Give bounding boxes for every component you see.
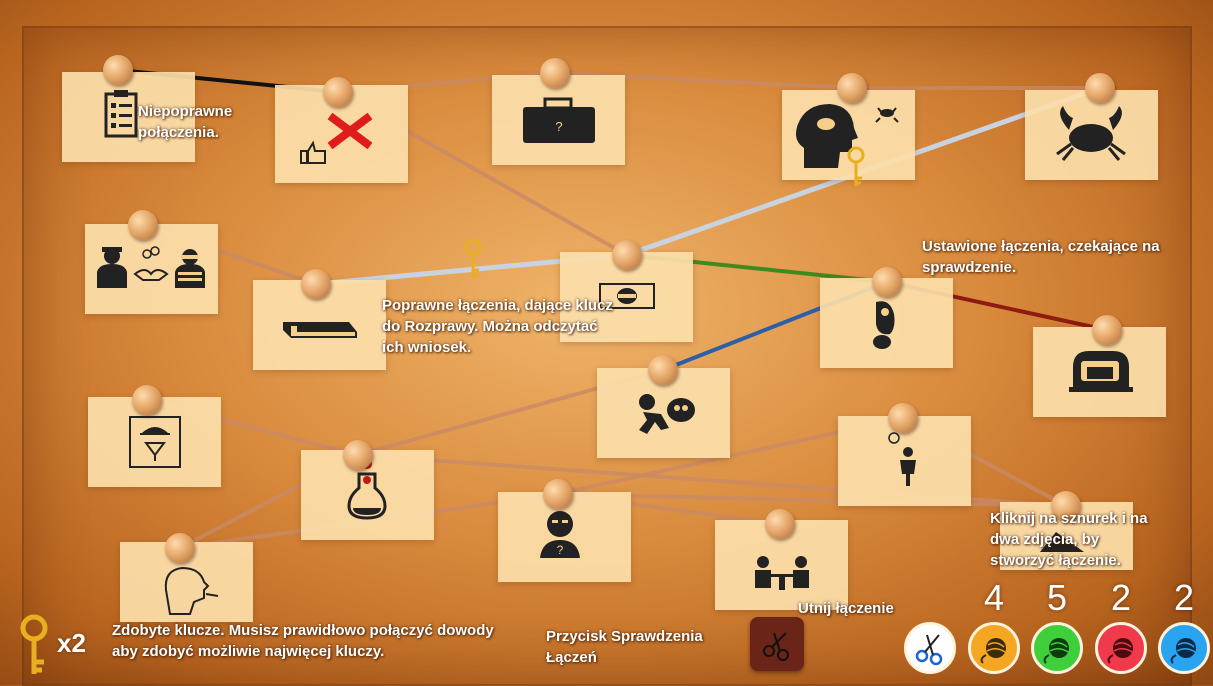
pin bbox=[1092, 315, 1122, 345]
checklist-icon bbox=[104, 90, 138, 138]
green-yarn-count: 5 bbox=[1046, 577, 1068, 618]
pin bbox=[543, 479, 573, 509]
hidden-icon bbox=[1040, 532, 1084, 552]
wrong-connections-note: Niepoprawne połączenia. bbox=[138, 103, 233, 141]
yarn-ball-icon bbox=[1043, 638, 1069, 664]
key-icon bbox=[847, 146, 865, 186]
svg-text:?: ? bbox=[557, 543, 564, 557]
card-briefcase[interactable]: ? bbox=[492, 75, 625, 165]
click-instructions-note: Kliknij na sznurek i na dwa zdjęcia, by … bbox=[990, 510, 1148, 569]
pin bbox=[1085, 73, 1115, 103]
orange-yarn-count: 4 bbox=[983, 577, 1005, 618]
running-thief-icon bbox=[639, 394, 695, 434]
pin bbox=[765, 509, 795, 539]
briefcase-icon: ? bbox=[523, 97, 595, 143]
pin bbox=[837, 73, 867, 103]
crab-icon bbox=[1056, 106, 1126, 161]
svg-text:?: ? bbox=[555, 119, 562, 134]
child-icon bbox=[888, 432, 916, 486]
pin bbox=[888, 403, 918, 433]
string-line[interactable] bbox=[557, 492, 1067, 508]
thumbs-up-icon bbox=[300, 140, 326, 164]
pin bbox=[612, 240, 642, 270]
head-crab-icon bbox=[796, 104, 899, 168]
blue-yarn-button[interactable] bbox=[1158, 622, 1210, 674]
masked-face-icon bbox=[599, 283, 655, 309]
card-book[interactable] bbox=[253, 280, 386, 370]
book-icon bbox=[283, 322, 357, 338]
red-yarn-button[interactable] bbox=[1095, 622, 1147, 674]
green-yarn-button[interactable] bbox=[1031, 622, 1083, 674]
pin bbox=[132, 385, 162, 415]
pin bbox=[648, 355, 678, 385]
pin bbox=[343, 440, 373, 470]
yarn-ball-icon bbox=[1107, 638, 1133, 664]
pin bbox=[165, 533, 195, 563]
keys-note: Zdobyte klucze. Musisz prawidłowo połącz… bbox=[112, 622, 494, 660]
handshake-icon bbox=[97, 246, 205, 288]
dining-icon bbox=[755, 556, 809, 590]
pin bbox=[1051, 491, 1081, 521]
card-checklist[interactable] bbox=[62, 72, 195, 162]
wrong-cross-icon bbox=[327, 112, 373, 150]
footprint-icon bbox=[873, 301, 895, 349]
suspect-icon: ? bbox=[540, 511, 580, 558]
scissors-icon bbox=[763, 632, 789, 661]
menu-icon bbox=[129, 416, 181, 468]
cut-tool-button[interactable] bbox=[904, 622, 956, 674]
card-deal[interactable] bbox=[85, 224, 218, 314]
pin bbox=[872, 267, 902, 297]
keys-counter-icon bbox=[20, 614, 48, 674]
check-button-label: Przycisk Sprawdzenia Łączeń bbox=[546, 628, 703, 666]
card-head-crab[interactable] bbox=[782, 90, 915, 180]
card-person[interactable] bbox=[838, 416, 971, 506]
pin bbox=[540, 58, 570, 88]
keys-count: x2 bbox=[57, 628, 86, 658]
scissors-icon bbox=[915, 634, 943, 666]
red-yarn-count: 2 bbox=[1110, 577, 1132, 618]
yarn-ball-icon bbox=[980, 638, 1006, 664]
correct-connections-note: Poprawne łączenia, dające klucz do Rozpr… bbox=[382, 297, 613, 356]
pin bbox=[128, 210, 158, 240]
safe-icon bbox=[1069, 351, 1133, 392]
yarn-ball-icon bbox=[1170, 638, 1196, 664]
smoker-head-icon bbox=[164, 566, 219, 615]
check-connections-button[interactable] bbox=[750, 617, 804, 671]
pin bbox=[301, 269, 331, 299]
pending-connections-note: Ustawione łączenia, czekające na sprawdz… bbox=[922, 238, 1160, 276]
key-icon bbox=[464, 238, 482, 278]
cut-label: Utnij łączenie bbox=[798, 600, 894, 617]
orange-yarn-button[interactable] bbox=[968, 622, 1020, 674]
pin bbox=[103, 55, 133, 85]
blue-yarn-count: 2 bbox=[1173, 577, 1195, 618]
pin bbox=[323, 77, 353, 107]
card-crab[interactable] bbox=[1025, 90, 1158, 180]
